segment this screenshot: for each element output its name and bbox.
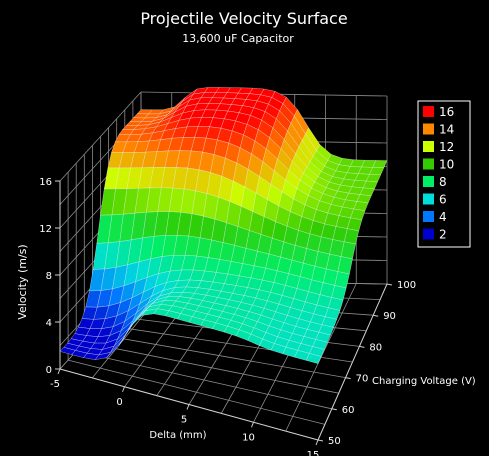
z-tick-label: 0: [46, 365, 52, 376]
x-tick: [186, 404, 190, 410]
legend-swatch: [423, 193, 434, 205]
x-tick: [122, 386, 125, 392]
z-axis-label: Velocity (m/s): [16, 244, 29, 319]
legend-label: 2: [439, 228, 447, 242]
z-tick-label: 12: [39, 224, 52, 235]
legend-label: 16: [439, 105, 454, 119]
chart-subtitle: 13,600 uF Capacitor: [182, 32, 294, 45]
y-tick-label: 70: [356, 374, 369, 385]
y-tick: [386, 283, 393, 286]
x-tick-label: 0: [116, 397, 122, 408]
legend-swatch: [423, 141, 434, 152]
y-tick: [317, 439, 324, 442]
x-tick: [315, 439, 319, 446]
floor-gridline: [84, 341, 339, 394]
z-tick-label: 16: [39, 177, 52, 188]
y-tick-label: 90: [383, 311, 396, 322]
floor-gridline: [92, 333, 346, 378]
left-wall-gridline: [59, 91, 142, 182]
legend-label: 8: [439, 175, 447, 189]
x-tick-label: -5: [50, 379, 60, 390]
y-axis-line: [317, 283, 388, 441]
legend-swatch: [423, 123, 434, 135]
x-tick-label: 5: [181, 415, 187, 426]
y-axis-label: Charging Voltage (V): [372, 376, 476, 387]
y-tick-label: 60: [342, 405, 355, 416]
chart-title: Projectile Velocity Surface: [140, 9, 347, 28]
velocity-surface: [59, 87, 388, 364]
legend-label: 4: [439, 210, 447, 224]
y-tick: [359, 345, 365, 348]
legend-swatch: [423, 158, 434, 170]
x-tick: [251, 422, 254, 428]
z-tick-label: 8: [46, 271, 52, 282]
x-tick-label: 15: [307, 450, 320, 456]
floor-gridline: [68, 359, 325, 425]
x-tick-label: 10: [242, 432, 255, 443]
y-tick: [345, 377, 351, 380]
legend-label: 14: [439, 123, 454, 137]
legend-label: 10: [439, 158, 454, 172]
x-tick: [57, 368, 61, 375]
legend-swatch: [423, 211, 434, 222]
surface-patch: [305, 353, 322, 364]
legend-swatch: [423, 228, 434, 240]
legend-swatch: [423, 176, 434, 187]
floor-gridline: [76, 350, 332, 410]
z-tick-label: 4: [46, 318, 52, 329]
y-tick: [331, 408, 337, 411]
y-tick-label: 50: [328, 436, 341, 447]
axes: 0 4 8 12 16 -5 0 5 10 15 50 60 70 80 90 100: [39, 177, 416, 456]
legend-label: 12: [439, 140, 454, 154]
x-axis-label: Delta (mm): [149, 430, 206, 441]
y-tick-label: 80: [369, 342, 382, 353]
y-tick: [373, 314, 379, 317]
legend-swatch: [423, 106, 434, 117]
y-tick-label: 100: [397, 280, 416, 291]
legend-label: 6: [439, 193, 447, 207]
legend: 16 14 12 10 8 6 4 2: [417, 100, 471, 248]
